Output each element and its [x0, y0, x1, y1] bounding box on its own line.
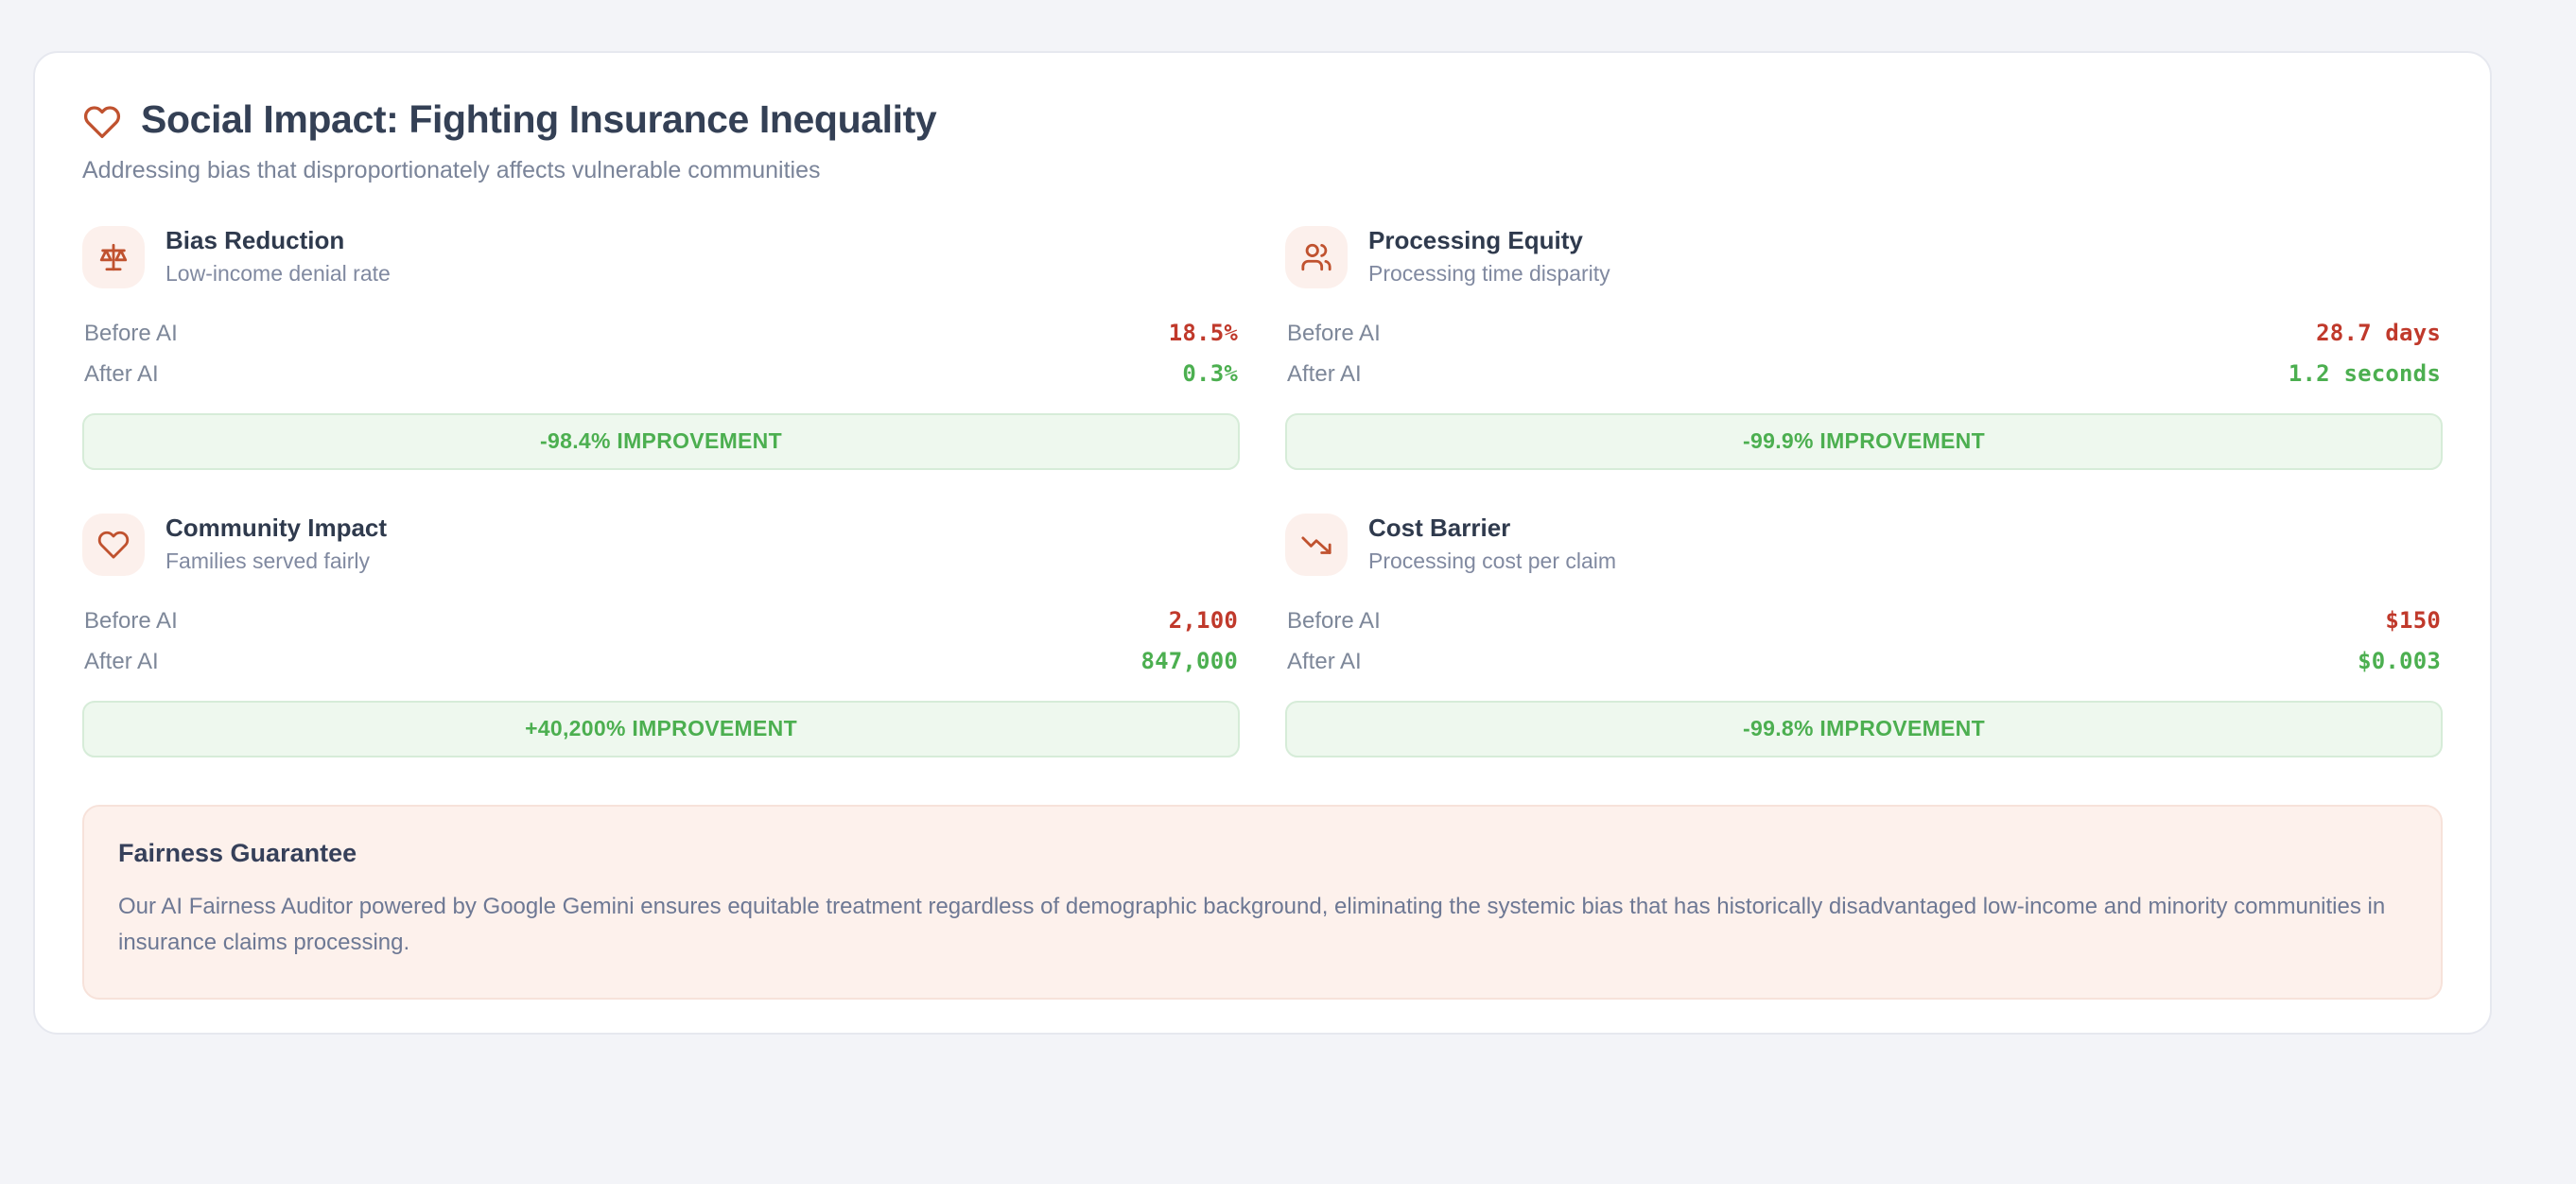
metric-title: Bias Reduction [165, 225, 345, 254]
before-value: 18.5% [1168, 319, 1238, 346]
metric-row-after: After AI 0.3% [82, 354, 1240, 394]
metric-card-community-impact: Community Impact Families served fairly … [82, 513, 1240, 757]
after-value: 0.3% [1182, 359, 1238, 387]
before-value: 28.7 days [2316, 319, 2441, 346]
metric-row-before: Before AI 28.7 days [1285, 313, 2443, 354]
fairness-guarantee-text: Our AI Fairness Auditor powered by Googl… [118, 893, 2386, 956]
metric-rows: Before AI 18.5% After AI 0.3% [82, 313, 1240, 394]
improvement-badge: -98.4% IMPROVEMENT [82, 412, 1240, 470]
improvement-badge: -99.9% IMPROVEMENT [1285, 412, 2443, 470]
metric-title: Cost Barrier [1368, 513, 1511, 542]
before-label: Before AI [84, 607, 178, 634]
social-impact-panel: Social Impact: Fighting Insurance Inequa… [33, 51, 2492, 1035]
metric-header: Community Impact Families served fairly [82, 513, 1240, 576]
before-value: $150 [2385, 606, 2441, 634]
page-title: Social Impact: Fighting Insurance Inequa… [141, 97, 937, 142]
before-label: Before AI [1287, 320, 1381, 346]
heart-icon [82, 513, 145, 576]
metric-header: Cost Barrier Processing cost per claim [1285, 513, 2443, 576]
metric-header: Processing Equity Processing time dispar… [1285, 225, 2443, 288]
after-label: After AI [84, 360, 159, 387]
metric-rows: Before AI 2,100 After AI 847,000 [82, 601, 1240, 682]
page-subtitle: Addressing bias that disproportionately … [82, 157, 821, 183]
before-value: 2,100 [1168, 606, 1238, 634]
metric-card-processing-equity: Processing Equity Processing time dispar… [1285, 225, 2443, 470]
metric-header: Bias Reduction Low-income denial rate [82, 225, 1240, 288]
after-value: $0.003 [2358, 647, 2441, 674]
metric-row-after: After AI 1.2 seconds [1285, 354, 2443, 394]
improvement-badge: +40,200% IMPROVEMENT [82, 700, 1240, 757]
panel-header: Social Impact: Fighting Insurance Inequa… [82, 98, 2443, 142]
metric-card-bias-reduction: Bias Reduction Low-income denial rate Be… [82, 225, 1240, 470]
metric-title: Processing Equity [1368, 225, 1583, 254]
metric-description: Processing time disparity [1368, 260, 1610, 286]
metric-title: Community Impact [165, 513, 388, 542]
metric-description: Low-income denial rate [165, 260, 391, 286]
metric-rows: Before AI 28.7 days After AI 1.2 seconds [1285, 313, 2443, 394]
metric-row-before: Before AI 18.5% [82, 313, 1240, 354]
users-icon [1285, 225, 1348, 288]
fairness-guarantee-panel: Fairness Guarantee Our AI Fairness Audit… [82, 804, 2443, 1001]
after-label: After AI [1287, 648, 1362, 674]
after-value: 1.2 seconds [2288, 359, 2441, 387]
before-label: Before AI [1287, 607, 1381, 634]
metric-description: Processing cost per claim [1368, 548, 1617, 573]
metric-row-before: Before AI $150 [1285, 601, 2443, 641]
improvement-badge: -99.8% IMPROVEMENT [1285, 700, 2443, 757]
metrics-grid: Bias Reduction Low-income denial rate Be… [82, 225, 2443, 757]
metric-card-cost-barrier: Cost Barrier Processing cost per claim B… [1285, 513, 2443, 757]
before-label: Before AI [84, 320, 178, 346]
metric-rows: Before AI $150 After AI $0.003 [1285, 601, 2443, 682]
after-value: 847,000 [1140, 647, 1238, 674]
fairness-guarantee-title: Fairness Guarantee [118, 838, 357, 867]
metric-description: Families served fairly [165, 548, 370, 573]
metric-row-after: After AI 847,000 [82, 641, 1240, 682]
heart-icon [82, 102, 122, 142]
after-label: After AI [84, 648, 159, 674]
after-label: After AI [1287, 360, 1362, 387]
trending-down-icon [1285, 513, 1348, 576]
scales-icon [82, 225, 145, 288]
metric-row-after: After AI $0.003 [1285, 641, 2443, 682]
metric-row-before: Before AI 2,100 [82, 601, 1240, 641]
